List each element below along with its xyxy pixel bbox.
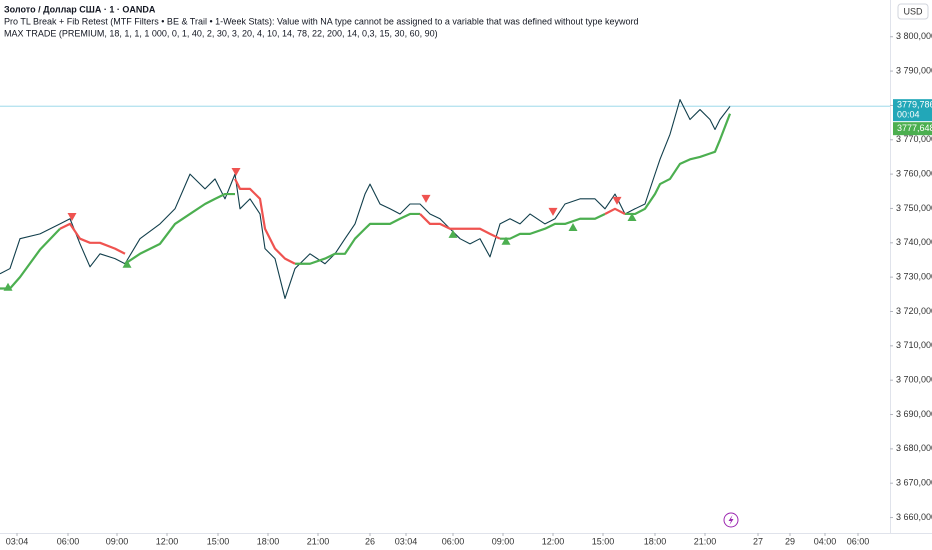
line-series (0, 113, 732, 290)
line-series (0, 99, 731, 299)
buy-signal (627, 213, 637, 222)
buy-signal (3, 282, 13, 291)
y-tick-label: 3 670,000 (896, 478, 932, 488)
x-tick-label: 09:00 (106, 536, 129, 546)
last-price-label: 3779,786 (897, 100, 932, 110)
y-tick-label: 3 770,000 (896, 134, 932, 144)
y-tick-label: 3 800,000 (896, 31, 932, 41)
x-tick-label: 29 (785, 536, 795, 546)
buy-signal (122, 259, 132, 268)
x-tick-label: 06:00 (442, 536, 465, 546)
currency-label[interactable]: USD (903, 6, 923, 16)
indicator-line: MAX TRADE (PREMIUM, 18, 1, 1, 1 000, 0, … (4, 28, 438, 38)
sell-signal (67, 213, 77, 222)
last-price-box (893, 99, 932, 122)
header: Золото / Доллар США · 1 · OANDA Pro TL B… (4, 4, 639, 38)
y-tick-label: 3 730,000 (896, 272, 932, 282)
x-tick-label: 03:04 (6, 536, 29, 546)
x-tick-label: 15:00 (207, 536, 230, 546)
x-tick-label: 03:04 (395, 536, 418, 546)
y-tick-label: 3 750,000 (896, 203, 932, 213)
y-tick-label: 3 700,000 (896, 375, 932, 385)
y-tick-label: 3 720,000 (896, 306, 932, 316)
y-tick-label: 3 660,000 (896, 512, 932, 522)
currency-button[interactable] (897, 3, 929, 20)
sell-signal (612, 196, 622, 205)
indicator-line: Pro TL Break + Fib Retest (MTF Filters •… (4, 16, 639, 26)
y-tick-label: 3 690,000 (896, 409, 932, 419)
buy-signal (501, 236, 511, 245)
x-tick-label: 21:00 (307, 536, 330, 546)
y-tick-label: 3 740,000 (896, 237, 932, 247)
buy-signal (448, 229, 458, 238)
y-tick-label: 3 760,000 (896, 168, 932, 178)
y-tick-label: 3 790,000 (896, 65, 932, 75)
x-tick-label: 06:00 (847, 536, 870, 546)
x-tick-label: 26 (365, 536, 375, 546)
plot-area (0, 99, 890, 299)
alert-bolt[interactable] (728, 515, 734, 525)
buy-signal (568, 223, 578, 232)
x-tick-label: 06:00 (57, 536, 80, 546)
y-tick-label: 3 680,000 (896, 443, 932, 453)
x-tick-label: 04:00 (814, 536, 837, 546)
x-tick-label: 15:00 (592, 536, 615, 546)
symbol-title: Золото / Доллар США · 1 · OANDA (4, 4, 156, 14)
x-tick-label: 12:00 (542, 536, 565, 546)
countdown-label: 00:04 (897, 110, 920, 120)
x-tick-label: 27 (753, 536, 763, 546)
line-series (59, 178, 626, 265)
y-tick-label: 3 710,000 (896, 340, 932, 350)
sell-signal (421, 194, 431, 203)
x-tick-label: 09:00 (492, 536, 515, 546)
x-tick-label: 18:00 (257, 536, 280, 546)
x-tick-label: 18:00 (644, 536, 667, 546)
trail-price-box (893, 122, 932, 136)
trail-price-label: 3777,648 (897, 123, 932, 133)
alert-icon[interactable] (723, 512, 739, 528)
x-tick-label: 21:00 (694, 536, 717, 546)
sell-signal (231, 168, 241, 177)
sell-signal (548, 207, 558, 216)
x-tick-label: 12:00 (156, 536, 179, 546)
